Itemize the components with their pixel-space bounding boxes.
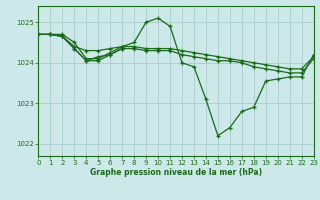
X-axis label: Graphe pression niveau de la mer (hPa): Graphe pression niveau de la mer (hPa) <box>90 168 262 177</box>
